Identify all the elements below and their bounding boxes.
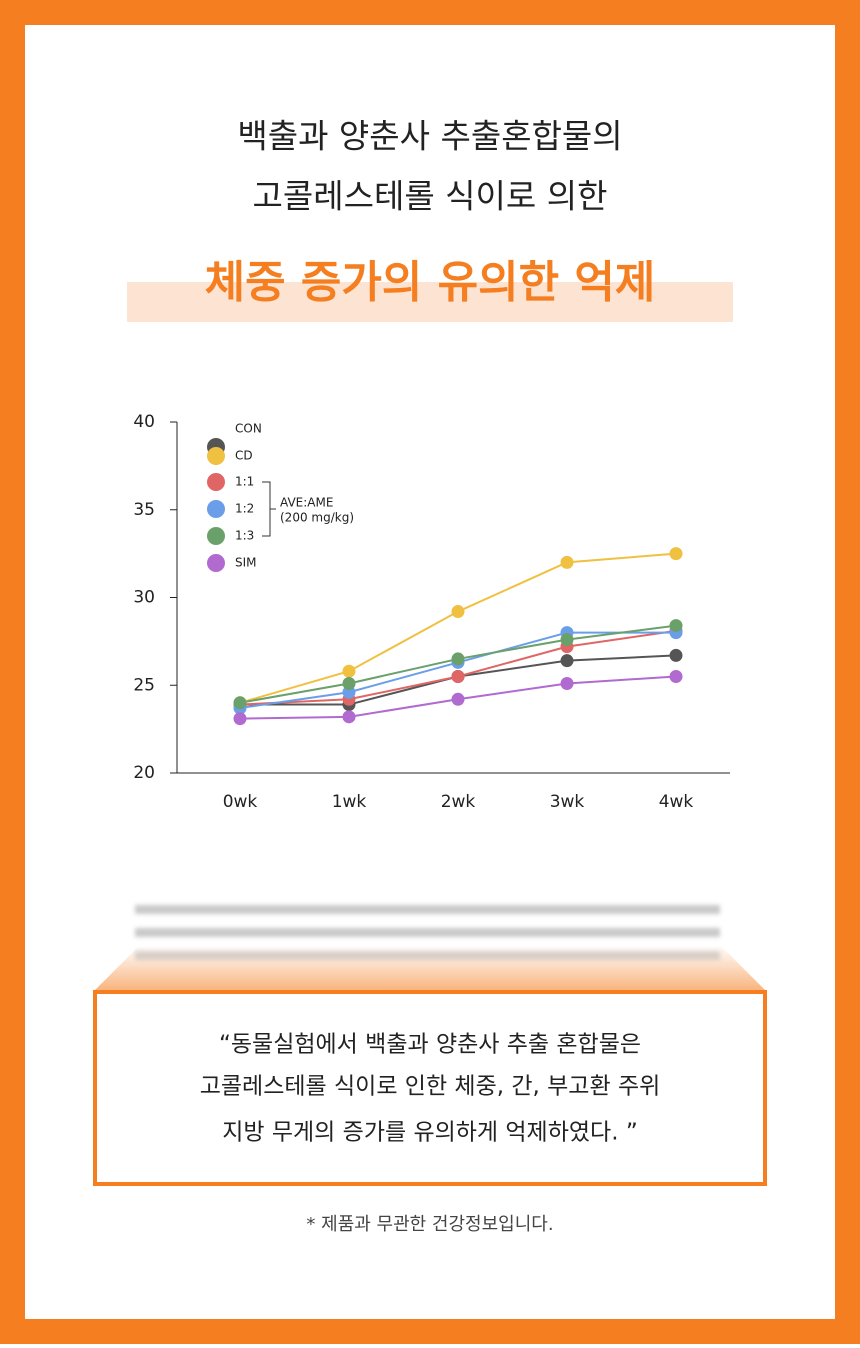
glow bbox=[93, 945, 767, 992]
legend-label: SIM bbox=[235, 556, 257, 570]
point bbox=[451, 652, 465, 666]
highlight-title: 체중 증가의 유의한 억제 bbox=[205, 257, 656, 308]
chart: AVE:AME (200 mg/kg) 20 25 30 35 40 0wk 1wk 2wk 3… bbox=[133, 412, 730, 812]
point bbox=[233, 712, 247, 726]
point bbox=[342, 664, 356, 678]
legend-label: CD bbox=[235, 449, 253, 463]
point bbox=[451, 669, 465, 683]
y-tick-label: 30 bbox=[133, 588, 155, 608]
point bbox=[451, 605, 465, 619]
legend-marker bbox=[207, 447, 225, 465]
point bbox=[560, 654, 574, 668]
x-tick-label: 3wk bbox=[550, 792, 585, 812]
point bbox=[233, 696, 247, 710]
footnote: * 제품과 무관한 건강정보입니다. bbox=[306, 1214, 553, 1235]
bracket bbox=[262, 481, 276, 537]
point bbox=[560, 633, 574, 647]
legend-marker bbox=[207, 527, 225, 545]
legend-label: 1:1 bbox=[235, 475, 254, 489]
point bbox=[669, 619, 683, 633]
point bbox=[560, 676, 574, 690]
point bbox=[451, 692, 465, 706]
legend-marker bbox=[207, 473, 225, 491]
legend-label: CON bbox=[235, 422, 262, 436]
y-tick-label: 35 bbox=[133, 500, 155, 520]
quote-line: 고콜레스테롤 식이로 인한 체중, 간, 부고환 주위 bbox=[200, 1074, 661, 1100]
y-tick-label: 20 bbox=[133, 763, 155, 783]
title-line: 고콜레스테롤 식이로 의한 bbox=[253, 177, 608, 216]
legend-marker bbox=[207, 500, 225, 518]
title-line: 백출과 양춘사 추출혼합물의 bbox=[237, 117, 622, 156]
y-tick-label: 40 bbox=[133, 412, 155, 432]
point bbox=[669, 669, 683, 683]
x-tick-label: 2wk bbox=[441, 792, 476, 812]
blurred-text bbox=[135, 905, 720, 960]
point bbox=[560, 555, 574, 569]
legend-label: 1:2 bbox=[235, 502, 254, 516]
quote-line: 지방 무게의 증가를 유의하게 억제하였다. ” bbox=[222, 1120, 638, 1146]
quote-line: “동물실험에서 백출과 양춘사 추출 혼합물은 bbox=[219, 1032, 641, 1058]
point bbox=[342, 710, 356, 724]
x-tick-label: 1wk bbox=[332, 792, 367, 812]
annotation: (200 mg/kg) bbox=[280, 511, 354, 525]
legend-label: 1:3 bbox=[235, 529, 254, 543]
point bbox=[342, 676, 356, 690]
y-tick-label: 25 bbox=[133, 675, 155, 695]
x-tick-label: 0wk bbox=[223, 792, 258, 812]
point bbox=[669, 648, 683, 662]
annotation: AVE:AME bbox=[280, 496, 333, 510]
point bbox=[669, 547, 683, 561]
quote-box bbox=[93, 990, 767, 1186]
x-tick-label: 4wk bbox=[659, 792, 694, 812]
legend-marker bbox=[207, 554, 225, 572]
highlight-bar bbox=[127, 282, 733, 322]
